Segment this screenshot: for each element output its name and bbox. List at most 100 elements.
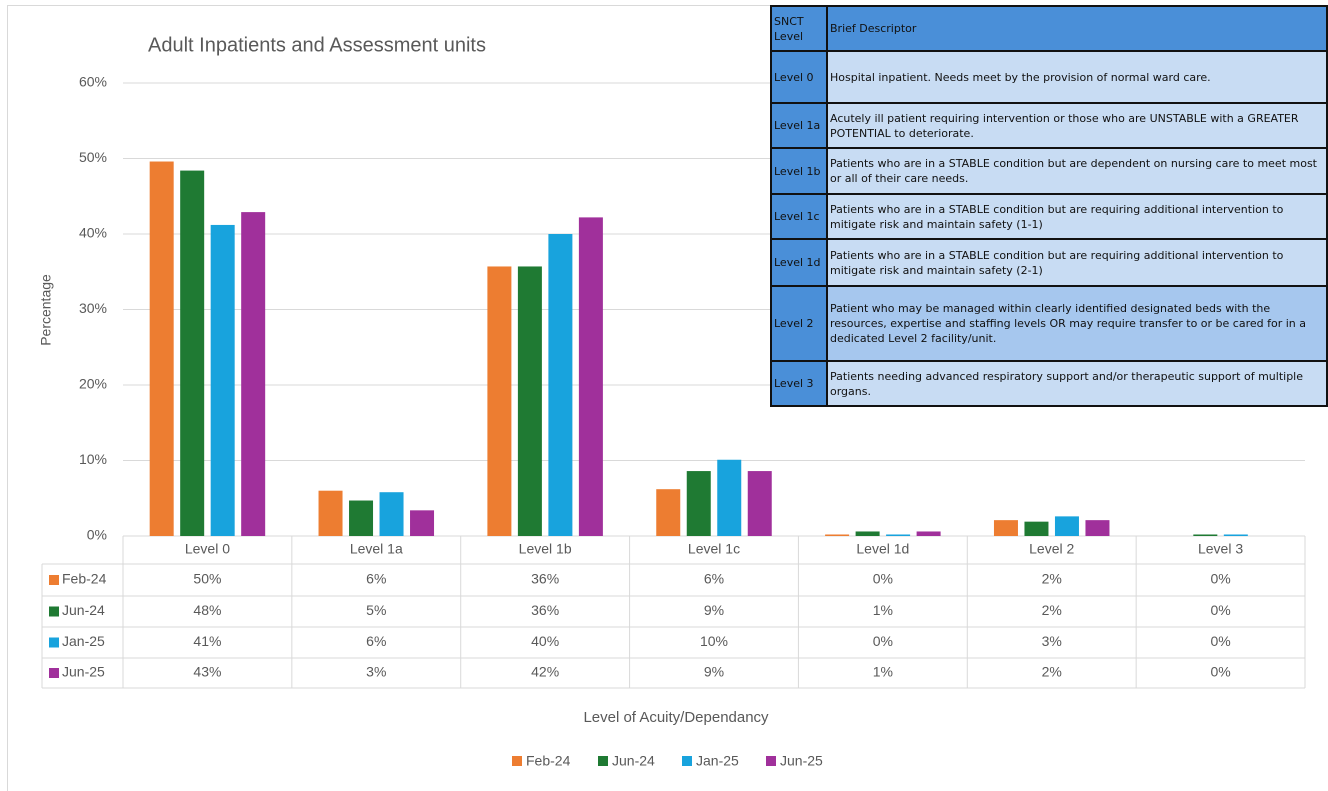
bar [210,224,235,536]
table-value: 36% [531,571,559,587]
table-value: 1% [873,664,893,680]
descriptor-cell: Patients who are in a STABLE condition b… [826,147,1328,195]
x-tick-label: Level 1d [856,541,909,557]
table-legend-key [49,575,59,585]
table-value: 2% [1042,602,1062,618]
table-value: 41% [193,633,221,649]
table-value: 6% [366,571,386,587]
bar [180,170,205,536]
bar [886,534,911,536]
bar [1054,516,1079,536]
legend-key [682,756,692,766]
table-value: 3% [366,664,386,680]
bar [578,217,603,536]
descriptor-row: Level 1c Patients who are in a STABLE con… [770,193,1328,240]
bar [349,500,374,536]
bar [747,471,772,536]
bar [318,490,343,536]
descriptor-table: SNCT Level Brief Descriptor Level 0 Hospita… [770,5,1328,407]
bar [1024,521,1049,536]
x-tick-label: Level 3 [1198,541,1243,557]
table-legend-key [49,668,59,678]
y-tick-label: 20% [79,376,107,392]
descriptor-row: Level 3 Patients needing advanced respira… [770,360,1328,407]
legend-label: Jun-25 [780,753,823,769]
x-axis-label: Level of Acuity/Dependancy [583,709,769,726]
legend-label: Jun-24 [612,753,655,769]
table-value: 0% [1210,633,1230,649]
bar [993,520,1018,536]
table-value: 0% [1210,664,1230,680]
table-value: 2% [1042,664,1062,680]
legend-label: Feb-24 [526,753,571,769]
bar [656,489,681,536]
table-value: 40% [531,633,559,649]
y-tick-label: 50% [79,149,107,165]
level-cell: Level 1a [770,102,828,149]
bar [1193,534,1218,536]
table-value: 10% [700,633,728,649]
legend-key [512,756,522,766]
bar [717,459,742,536]
table-value: 48% [193,602,221,618]
descriptor-cell: Brief Descriptor [826,5,1328,52]
y-axis-label: Percentage [38,274,54,346]
legend-key [598,756,608,766]
level-cell: Level 1c [770,193,828,240]
legend-key [766,756,776,766]
table-value: 0% [873,633,893,649]
bar [1223,534,1248,536]
descriptor-cell: Patients needing advanced respiratory su… [826,360,1328,407]
table-value: 1% [873,602,893,618]
x-tick-label: Level 1b [519,541,572,557]
y-tick-label: 40% [79,225,107,241]
descriptor-row: Level 1b Patients who are in a STABLE con… [770,147,1328,195]
descriptor-row: SNCT Level Brief Descriptor [770,5,1328,52]
chart-title: Adult Inpatients and Assessment units [148,34,486,56]
table-legend-label: Jun-24 [62,602,105,618]
table-legend-label: Jan-25 [62,633,105,649]
table-value: 0% [1210,571,1230,587]
legend-label: Jan-25 [696,753,739,769]
descriptor-cell: Patient who may be managed within clearl… [826,285,1328,362]
bar [548,234,573,536]
level-cell: Level 0 [770,50,828,104]
descriptor-row: Level 2 Patient who may be managed within… [770,285,1328,362]
table-value: 5% [366,602,386,618]
bar [1085,520,1110,536]
y-tick-label: 30% [79,300,107,316]
bar [916,531,941,536]
y-tick-label: 0% [87,527,107,543]
level-cell: Level 1d [770,238,828,287]
bar [241,212,266,537]
bar [686,471,711,536]
bar [379,492,404,536]
table-value: 0% [1210,602,1230,618]
x-tick-label: Level 0 [185,541,230,557]
bar [487,266,512,536]
x-tick-label: Level 1a [350,541,403,557]
y-tick-label: 10% [79,451,107,467]
table-value: 50% [193,571,221,587]
bar [825,534,850,536]
level-cell: Level 2 [770,285,828,362]
table-value: 9% [704,664,724,680]
table-value: 2% [1042,571,1062,587]
descriptor-cell: Acutely ill patient requiring interventi… [826,102,1328,149]
table-value: 6% [704,571,724,587]
table-value: 42% [531,664,559,680]
bar [517,266,542,536]
descriptor-row: Level 1d Patients who are in a STABLE con… [770,238,1328,287]
table-value: 6% [366,633,386,649]
bar [855,531,880,536]
level-cell: Level 1b [770,147,828,195]
descriptor-cell: Hospital inpatient. Needs meet by the pr… [826,50,1328,104]
table-legend-key [49,606,59,617]
x-tick-label: Level 2 [1029,541,1074,557]
table-legend-key [49,637,59,648]
descriptor-cell: Patients who are in a STABLE condition b… [826,193,1328,240]
y-tick-label: 60% [79,74,107,90]
table-value: 0% [873,571,893,587]
descriptor-cell: Patients who are in a STABLE condition b… [826,238,1328,287]
